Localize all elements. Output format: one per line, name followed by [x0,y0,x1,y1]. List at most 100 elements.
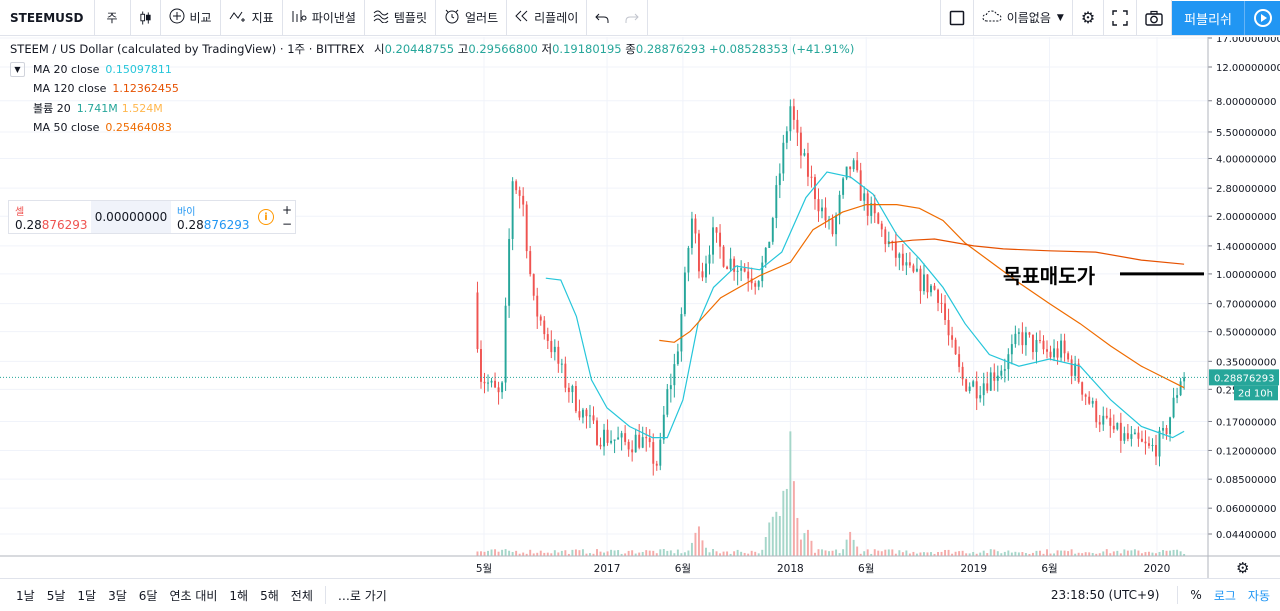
goto-date-button[interactable]: …로 가기 [337,588,387,603]
candle-body [796,119,799,133]
candle-body [560,363,563,365]
play-button[interactable] [1244,1,1280,35]
candle-body [655,463,658,466]
sell-button[interactable]: 셀 0.28876293 [9,201,91,233]
candle-body [683,272,686,315]
candle-body [1155,445,1157,457]
chart-grid [0,37,1208,556]
volume-bar [1039,550,1041,556]
range-ytd[interactable]: 연초 대비 [169,588,218,603]
interval-button[interactable]: 주 [95,0,131,36]
volume-bar [606,551,609,556]
candle-body [1056,348,1059,358]
range-1y[interactable]: 1해 [229,588,249,603]
candle-body [1172,397,1175,418]
indicator-ma50[interactable]: MA 50 close 0.25464083 [10,121,854,134]
indicator-ma120[interactable]: MA 120 close 1.12362455 [10,82,854,95]
buy-button[interactable]: 바이 0.28876293 [171,201,253,233]
publish-button[interactable]: 퍼블리쉬 [1172,1,1244,35]
buy-price: 0.28876293 [177,217,250,232]
candle-body [1137,432,1140,439]
volume-bar [581,549,584,556]
templates-button[interactable]: 템플릿 [365,0,436,36]
candle-body [838,194,841,216]
trade-info-button[interactable]: i [253,201,279,233]
rewind-icon [515,10,529,26]
range-all[interactable]: 전체 [290,588,313,603]
volume-bar [557,552,560,556]
timezone-clock[interactable]: 23:18:50 (UTC+9) [1050,588,1160,602]
compare-button[interactable]: 비교 [161,0,221,36]
volume-bar [1176,549,1179,556]
candle-body [982,383,985,396]
volume-bar [631,550,634,556]
volume-bar [859,553,862,556]
volume-bar [1077,552,1080,556]
volume-bar [835,549,838,556]
volume-bar [775,511,778,556]
candle-body [539,316,542,321]
volume-bar [764,537,767,556]
candle-body [908,262,911,266]
collapse-icon[interactable]: ▼ [10,62,25,77]
range-5d[interactable]: 5날 [46,588,66,603]
chart-settings-gear-icon[interactable]: ⚙ [1236,559,1250,577]
candle-body [951,335,954,340]
volume-bar [1179,551,1182,556]
candle-body [497,387,500,393]
volume-bar [1144,552,1147,556]
plus-icon[interactable]: + [281,203,293,217]
price-chart[interactable]: 17.00000000 12.00000000 8.00000000 5.500000… [0,37,1280,578]
layout-name-button[interactable]: 이름없음 ▼ [974,0,1073,36]
volume-bar [585,553,588,556]
candle-body [557,346,560,364]
candle-body [930,285,932,293]
play-icon [1253,9,1272,27]
candle-body [550,340,553,353]
settings-button[interactable]: ⚙ [1073,0,1105,36]
indicator-label: 볼륨 20 [33,102,71,115]
alert-button[interactable]: 얼러트 [436,0,508,36]
volume-bar [687,550,690,556]
candles-icon [139,11,151,24]
snapshot-button[interactable] [1137,0,1173,36]
chart-type-button[interactable] [131,0,161,36]
replay-button[interactable]: 리플레이 [507,0,588,36]
candle-body [1133,432,1136,435]
log-scale-toggle[interactable]: 로그 [1213,588,1236,603]
redo-button[interactable] [617,0,649,36]
volume-bar [690,542,693,556]
candle-body [845,166,848,179]
volume-bar [958,551,961,556]
indicators-button[interactable]: 지표 [221,0,283,36]
y-tick-label: 1.40000000 [1216,242,1276,253]
range-5y[interactable]: 5해 [260,588,279,603]
minus-icon[interactable]: − [281,217,293,231]
open-key: 시 [373,42,385,56]
range-3m[interactable]: 3달 [108,588,127,603]
candle-body [1140,438,1143,442]
candle-body [722,246,725,267]
percent-scale-toggle[interactable]: % [1190,588,1202,602]
range-1d[interactable]: 1날 [16,588,35,603]
trade-size-stepper[interactable]: + − [279,201,295,233]
y-tick-label: 1.00000000 [1216,270,1276,281]
indicator-ma20[interactable]: ▼ MA 20 close 0.15097811 [10,62,854,77]
undo-button[interactable] [587,0,617,36]
indicator-volume[interactable]: 볼륨 20 1.741M 1.524M [10,100,854,116]
symbol-search-button[interactable]: STEEMUSD [0,0,95,36]
countdown-label: 2d 10h [1238,388,1273,399]
range-1m[interactable]: 1달 [77,588,97,603]
candle-body [989,372,992,391]
candle-body [589,415,591,417]
fullscreen-layout-button[interactable] [941,0,974,36]
candle-body [581,409,584,418]
auto-scale-toggle[interactable]: 자동 [1247,588,1270,603]
candle-body [901,253,904,266]
fullscreen-button[interactable] [1104,0,1138,36]
range-6m[interactable]: 6달 [138,588,158,603]
spread-value: 0.00000000 [91,201,171,233]
candle-body [1063,340,1066,354]
financials-button[interactable]: 파이낸셜 [283,0,365,36]
volume-bar [1010,552,1013,556]
